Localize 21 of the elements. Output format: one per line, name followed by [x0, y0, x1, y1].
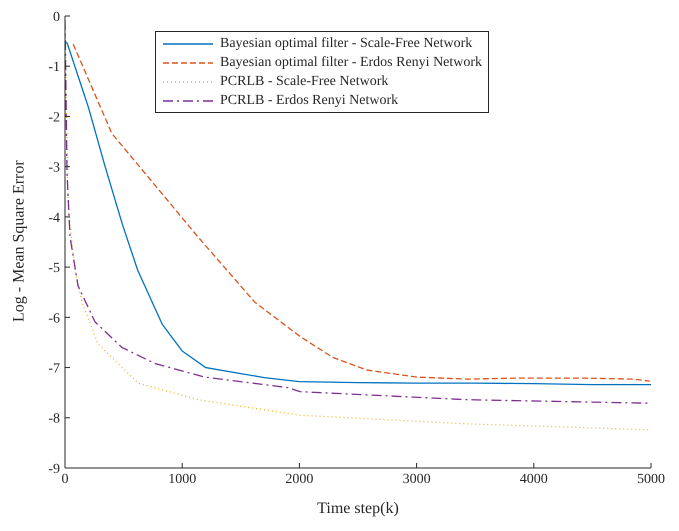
- x-tick-label: 5000: [637, 472, 665, 487]
- legend-label: Bayesian optimal filter - Erdos Renyi Network: [220, 54, 482, 72]
- y-tick-label: -8: [48, 412, 60, 427]
- y-tick-label: -4: [48, 210, 60, 226]
- x-tick-label: 2000: [285, 472, 314, 487]
- y-tick-label: -3: [48, 160, 60, 176]
- legend-label: PCRLB - Erdos Renyi Network: [220, 92, 398, 110]
- y-tick-label: 0: [53, 10, 60, 25]
- y-tick-label: -7: [48, 362, 60, 377]
- y-axis-title: Log - Mean Square Error: [10, 160, 28, 322]
- x-tick-label: 3000: [402, 472, 431, 487]
- y-tick-label: -9: [48, 462, 60, 477]
- y-tick-label: -6: [48, 311, 60, 326]
- x-axis-title: Time step(k): [317, 500, 399, 517]
- x-tick-label: 1000: [168, 472, 196, 487]
- y-tick-label: -2: [48, 110, 60, 126]
- legend-label: PCRLB - Scale-Free Network: [220, 73, 388, 91]
- x-tick-label: 4000: [520, 472, 548, 487]
- y-tick-label: -5: [48, 261, 60, 276]
- y-tick-label: -1: [48, 60, 60, 76]
- legend-label: Bayesian optimal filter - Scale-Free Network: [220, 35, 472, 53]
